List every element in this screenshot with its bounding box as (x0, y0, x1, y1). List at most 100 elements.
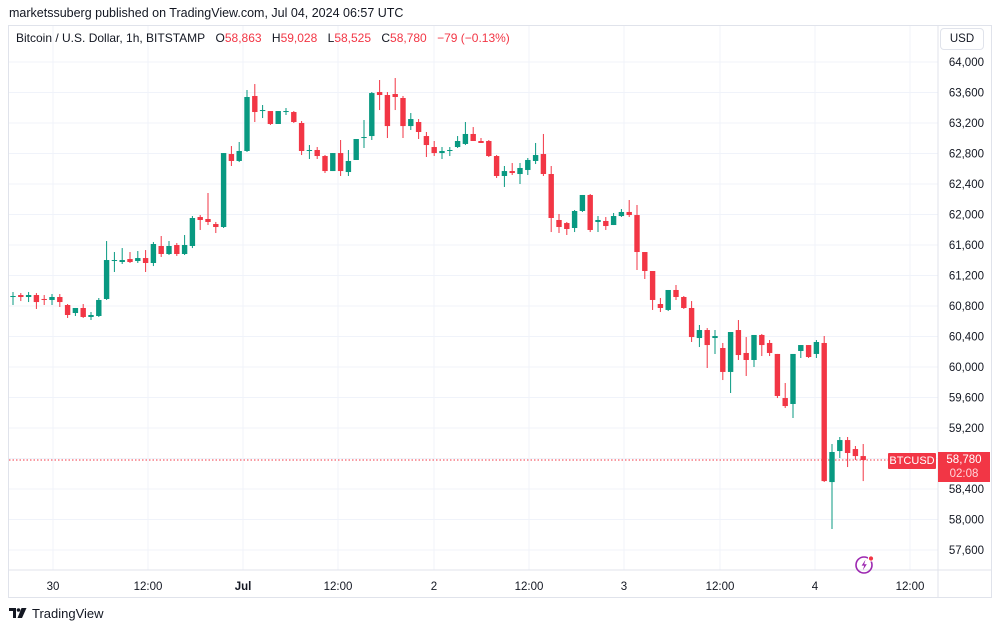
candle (759, 333, 765, 357)
candle (657, 297, 664, 313)
y-axis-tick-label: 61,600 (949, 240, 984, 252)
x-axis-tick-label: 12:00 (324, 581, 353, 593)
candle (501, 166, 508, 187)
y-axis-tick-label: 62,800 (949, 149, 984, 161)
candle (244, 89, 250, 152)
y-axis-tick-label: 61,200 (949, 271, 984, 283)
bar-countdown: 02:08 (949, 468, 979, 480)
candle (439, 147, 445, 159)
candle (25, 292, 32, 303)
x-axis-tick-label: 2 (431, 581, 437, 593)
y-axis-tick-label: 59,600 (949, 393, 984, 405)
candle (415, 119, 422, 140)
candle (213, 221, 219, 234)
candle (376, 79, 383, 111)
candle (712, 330, 718, 354)
candle (844, 436, 851, 468)
last-price-value: 58,780 (946, 454, 982, 466)
candle (673, 285, 679, 300)
candle (493, 155, 500, 178)
chart-frame[interactable] (8, 25, 992, 598)
candle (127, 252, 133, 263)
candle (41, 295, 47, 306)
candle (595, 216, 601, 233)
candle (96, 297, 102, 317)
open-value: 58,863 (224, 31, 262, 45)
y-axis-tick-label: 58,400 (949, 484, 984, 496)
candle (509, 163, 515, 176)
candle (454, 136, 461, 149)
candle (205, 192, 211, 226)
candle (790, 353, 796, 419)
candle (720, 342, 726, 381)
candle (548, 166, 554, 233)
candle (696, 324, 703, 348)
candle (649, 271, 656, 310)
open-label: O (215, 31, 225, 45)
candle (220, 153, 227, 228)
candle (252, 84, 258, 123)
candle (805, 345, 812, 359)
candle (353, 139, 359, 160)
candle (189, 216, 196, 249)
candle (384, 92, 391, 139)
y-axis-tick-label: 60,400 (949, 332, 984, 344)
candle (111, 252, 118, 272)
candle (228, 146, 235, 167)
candle (80, 304, 86, 318)
high-label: H (271, 31, 281, 45)
candle (369, 92, 375, 141)
candle (314, 147, 320, 159)
change-value: −79 (−0.13%) (437, 31, 510, 45)
candle (556, 213, 562, 234)
candle (57, 294, 63, 307)
candle (860, 444, 866, 482)
candle (852, 445, 859, 461)
close-value: 58,780 (390, 31, 427, 45)
candle (337, 140, 344, 176)
x-axis-tick-label: Jul (235, 581, 252, 593)
candle (259, 105, 266, 119)
candle (688, 301, 695, 342)
candle (423, 131, 430, 158)
candle (291, 111, 297, 123)
candle (18, 293, 24, 302)
candle (267, 111, 274, 125)
candle (626, 200, 632, 218)
candle (72, 307, 79, 316)
candle (392, 78, 398, 111)
candle (330, 153, 336, 172)
y-axis-tick-label: 60,000 (949, 362, 984, 374)
candle (774, 353, 781, 399)
candle (298, 121, 305, 156)
last-price-tag: 58,780 02:08 (938, 452, 990, 482)
candle (103, 241, 110, 300)
candle (431, 140, 437, 157)
candle (181, 235, 188, 255)
candle (564, 221, 570, 236)
candle (462, 122, 469, 146)
publish-info: marketssuberg published on TradingView.c… (9, 6, 404, 20)
candle (821, 336, 827, 483)
candle (813, 340, 820, 359)
candle (743, 337, 749, 376)
lightning-bolt-icon[interactable] (853, 553, 877, 582)
candle (735, 320, 742, 360)
candle (119, 248, 125, 264)
x-axis-tick-label: 12:00 (515, 581, 544, 593)
x-axis-tick-label: 30 (47, 581, 60, 593)
symbol-price-label: BTCUSD (888, 453, 936, 469)
candle (88, 312, 94, 321)
candle (10, 292, 16, 306)
candle (400, 96, 406, 139)
candle (174, 243, 180, 256)
candle (486, 140, 492, 158)
candle (540, 133, 547, 176)
low-label: L (327, 31, 335, 45)
currency-button[interactable]: USD (940, 28, 984, 50)
candle (283, 107, 289, 115)
candle (64, 304, 71, 318)
candle (782, 383, 788, 409)
tradingview-logo[interactable]: TradingView (9, 606, 104, 621)
